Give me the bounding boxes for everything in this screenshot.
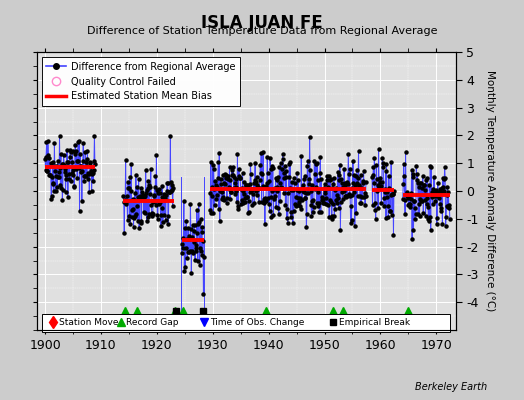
Text: Time of Obs. Change: Time of Obs. Change — [210, 318, 304, 327]
Text: ISLA JUAN FE: ISLA JUAN FE — [201, 14, 323, 32]
Text: Station Move: Station Move — [59, 318, 118, 327]
Text: Berkeley Earth: Berkeley Earth — [415, 382, 487, 392]
Y-axis label: Monthly Temperature Anomaly Difference (°C): Monthly Temperature Anomaly Difference (… — [485, 70, 495, 312]
Text: Record Gap: Record Gap — [126, 318, 179, 327]
Text: Empirical Break: Empirical Break — [339, 318, 410, 327]
Bar — [42, 314, 450, 332]
Legend: Difference from Regional Average, Quality Control Failed, Estimated Station Mean: Difference from Regional Average, Qualit… — [41, 57, 240, 106]
Text: Difference of Station Temperature Data from Regional Average: Difference of Station Temperature Data f… — [87, 26, 437, 36]
